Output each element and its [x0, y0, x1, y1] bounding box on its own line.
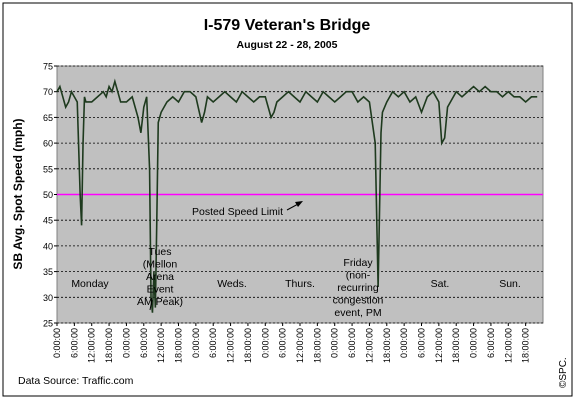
x-tick-label: 12:00:00 [156, 328, 166, 363]
data-source: Data Source: Traffic.com [18, 375, 134, 387]
x-tick-label: 0:00:00 [121, 328, 131, 358]
chart-title: I-579 Veteran's Bridge [204, 17, 371, 34]
x-tick-label: 0:00:00 [330, 328, 340, 358]
x-tick-label: 12:00:00 [295, 328, 305, 363]
y-tick-label: 55 [43, 164, 53, 174]
x-tick-label: 6:00:00 [417, 328, 427, 358]
x-tick-label: 0:00:00 [399, 328, 409, 358]
y-tick-label: 45 [43, 216, 53, 226]
x-tick-label: 18:00:00 [312, 328, 322, 363]
chart-subtitle: August 22 - 28, 2005 [237, 39, 338, 51]
x-tick-label: 12:00:00 [226, 328, 236, 363]
x-tick-label: 0:00:00 [52, 328, 62, 358]
x-tick-label: 18:00:00 [174, 328, 184, 363]
y-tick-label: 65 [43, 113, 53, 123]
x-tick-label: 6:00:00 [486, 328, 496, 358]
annotation: Weds. [217, 278, 247, 290]
y-tick-label: 30 [43, 293, 53, 303]
y-tick-label: 35 [43, 267, 53, 277]
x-tick-label: 18:00:00 [451, 328, 461, 363]
annotation: Thurs. [285, 278, 315, 290]
x-tick-label: 0:00:00 [191, 328, 201, 358]
annotation: AM Peak) [137, 296, 183, 308]
annotation: recurring [337, 282, 379, 294]
annotation: Sun. [499, 278, 521, 290]
credit: ©SPC. [558, 357, 569, 388]
y-tick-label: 60 [43, 139, 53, 149]
y-tick-label: 70 [43, 87, 53, 97]
y-axis-label: SB Avg. Spot Speed (mph) [11, 118, 25, 269]
annotation-arrow [149, 299, 153, 311]
annotation: (non- [346, 270, 371, 282]
annotation: Friday [343, 257, 373, 269]
x-tick-label: 6:00:00 [278, 328, 288, 358]
y-tick-label: 40 [43, 241, 53, 251]
x-tick-label: 18:00:00 [382, 328, 392, 363]
annotation: congestion [333, 295, 384, 307]
annotation: Arena [146, 271, 174, 283]
x-tick-label: 18:00:00 [243, 328, 253, 363]
y-tick-label: 75 [43, 62, 53, 72]
speed-limit-arrowhead [295, 201, 303, 207]
x-tick-label: 6:00:00 [347, 328, 357, 358]
x-tick-label: 0:00:00 [260, 328, 270, 358]
y-tick-label: 50 [43, 190, 53, 200]
annotation: event, PM [334, 307, 381, 319]
speed-limit-label: Posted Speed Limit [192, 206, 283, 218]
x-tick-label: 0:00:00 [469, 328, 479, 358]
x-tick-label: 12:00:00 [503, 328, 513, 363]
speed-line [56, 78, 538, 313]
y-tick-label: 25 [43, 319, 53, 329]
x-tick-label: 12:00:00 [434, 328, 444, 363]
x-tick-label: 6:00:00 [208, 328, 218, 358]
annotation: Event [147, 284, 174, 296]
x-tick-label: 18:00:00 [521, 328, 531, 363]
x-tick-label: 12:00:00 [87, 328, 97, 363]
annotation: Tues [149, 246, 172, 258]
annotation: (Mellon [143, 259, 178, 271]
x-tick-label: 6:00:00 [139, 328, 149, 358]
x-tick-label: 18:00:00 [104, 328, 114, 363]
x-tick-label: 12:00:00 [364, 328, 374, 363]
annotation: Sat. [431, 278, 450, 290]
x-tick-label: 6:00:00 [69, 328, 79, 358]
annotation: Monday [71, 278, 109, 290]
